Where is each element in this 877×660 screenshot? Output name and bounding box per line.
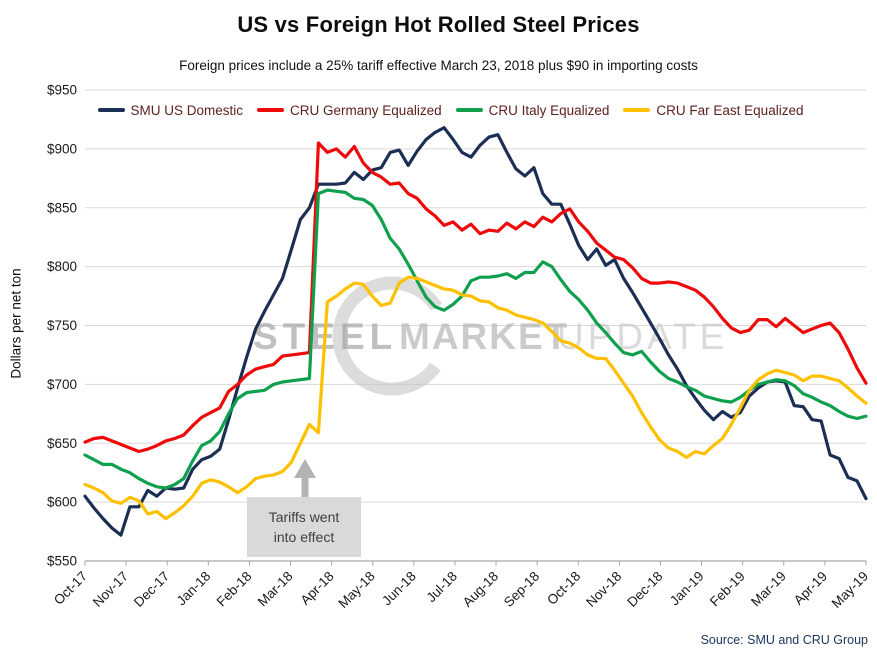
y-tick-label: $850	[47, 200, 77, 215]
legend-label: CRU Far East Equalized	[656, 102, 804, 118]
y-tick-label: $600	[47, 495, 77, 510]
y-tick-label: $550	[47, 554, 77, 569]
x-tick-label: May-18	[335, 569, 377, 611]
y-tick-label: $650	[47, 436, 77, 451]
x-tick-label: Dec-18	[624, 569, 665, 610]
legend-label: SMU US Domestic	[130, 102, 244, 118]
legend: SMU US Domestic CRU Germany Equalized CR…	[60, 99, 841, 121]
x-tick-label: Aug-18	[460, 569, 501, 610]
tariff-annotation: Tariffs went into effect	[247, 497, 361, 557]
x-tick-label: Oct-18	[544, 569, 583, 608]
y-tick-label: $900	[47, 141, 77, 156]
y-tick-label: $800	[47, 259, 77, 274]
x-tick-label: May-19	[829, 569, 871, 611]
legend-swatch-smu-us-domestic	[97, 108, 125, 112]
x-tick-label: Oct-17	[51, 569, 90, 608]
series-line-cru-far-east-equalized	[83, 275, 868, 521]
x-tick-label: Apr-19	[791, 569, 830, 608]
x-tick-label: Nov-17	[90, 569, 131, 610]
chart-subtitle: Foreign prices include a 25% tariff effe…	[179, 58, 698, 73]
y-tick-label: $950	[47, 83, 77, 98]
legend-label: CRU Italy Equalized	[488, 102, 610, 118]
x-tick-label: Feb-19	[707, 569, 748, 610]
y-tick-label: $700	[47, 377, 77, 392]
x-tick-label: Mar-19	[748, 569, 789, 610]
y-tick-label: $750	[47, 318, 77, 333]
page-title: US vs Foreign Hot Rolled Steel Prices	[237, 12, 640, 37]
legend-label: CRU Germany Equalized	[290, 102, 442, 118]
x-tick-label: Jul-18	[423, 569, 460, 606]
x-tick-label: Apr-18	[297, 569, 336, 608]
x-tick-label: Mar-18	[255, 569, 296, 610]
up-arrow-icon	[294, 459, 316, 498]
series-line-cru-germany-equalized	[83, 141, 868, 454]
legend-swatch-cru-germany	[257, 108, 285, 112]
x-tick-label: Jun-18	[379, 569, 419, 609]
x-tick-label: Feb-18	[214, 569, 255, 610]
series-line-cru-italy-equalized	[83, 188, 868, 490]
x-tick-label: Dec-17	[131, 569, 172, 610]
x-tick-label: Jan-19	[667, 569, 707, 609]
legend-item-smu-us-domestic: SMU US Domestic	[97, 102, 244, 118]
legend-item-cru-far-east: CRU Far East Equalized	[623, 103, 803, 118]
series-lines	[83, 126, 868, 537]
source-credit: Source: SMU and CRU Group	[700, 633, 868, 647]
x-tick-label: Nov-18	[583, 569, 624, 610]
y-axis-title: Dollars per net ton	[8, 268, 24, 379]
tariff-annotation-line2: into effect	[273, 529, 335, 545]
gridlines	[85, 89, 866, 503]
legend-swatch-cru-italy	[455, 108, 483, 112]
legend-swatch-cru-far-east	[623, 108, 651, 112]
legend-item-cru-italy: CRU Italy Equalized	[455, 102, 610, 118]
x-axis	[84, 560, 867, 566]
tariff-annotation-line1: Tariffs went	[268, 508, 340, 525]
legend-item-cru-germany: CRU Germany Equalized	[257, 103, 442, 118]
x-tick-label: Sep-18	[501, 569, 542, 610]
x-tick-label: Jan-18	[174, 569, 214, 609]
